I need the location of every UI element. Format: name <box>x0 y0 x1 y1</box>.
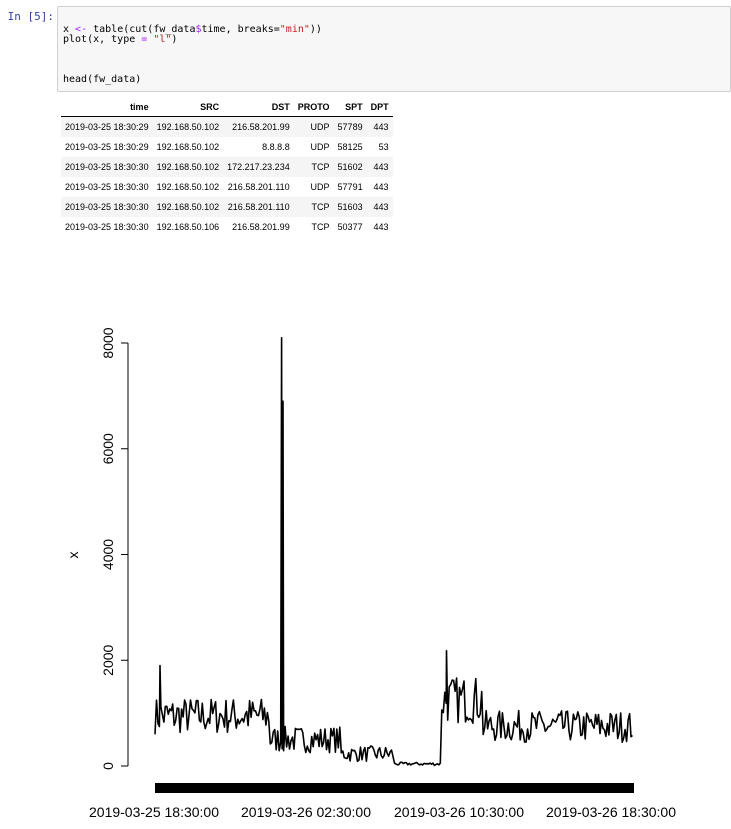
table-cell: UDP <box>310 182 330 192</box>
code-token: head(fw_data) <box>63 74 142 85</box>
table-cell: 192.168.50.102 <box>156 162 220 172</box>
table-row: 2019-03-25 18:30:29 192.168.50.102 216.58.… <box>61 116 393 137</box>
table-cell: 2019-03-25 18:30:30 <box>65 162 149 172</box>
x-tick-label: 2019-03-26 10:30:00 <box>394 804 524 820</box>
series-line <box>154 336 633 767</box>
table-cell: 172.217.23.234 <box>227 162 290 172</box>
table-cell: 8.8.8.8 <box>262 142 290 152</box>
code-cell-input[interactable]: x <- table(cut(fw_data$time, breaks="min… <box>57 6 731 92</box>
table-cell: 2019-03-25 18:30:29 <box>65 142 149 152</box>
code-token: $ <box>195 24 202 35</box>
code-token: )) <box>309 24 322 35</box>
code-line: head(fw_data) <box>63 74 141 85</box>
column-header-dpt: DPT <box>366 97 393 117</box>
table-cell: 192.168.50.102 <box>156 182 220 192</box>
column-header-spt: SPT <box>333 97 367 117</box>
y-tick-label: 2000 <box>100 644 116 675</box>
table-row: 2019-03-25 18:30:30 192.168.50.106 216.58.… <box>61 217 393 237</box>
table-cell: 443 <box>373 202 389 212</box>
table-cell: 192.168.50.102 <box>156 122 220 132</box>
code-line: x <- table(cut(fw_data$time, breaks="min… <box>63 24 322 35</box>
table-cell: 2019-03-25 18:30:29 <box>65 122 149 132</box>
code-token: table(cut(fw_data <box>87 24 196 35</box>
y-tick-label: 8000 <box>100 327 116 358</box>
table-cell: TCP <box>311 202 330 212</box>
column-header-dst: DST <box>223 97 294 117</box>
table-cell: 57791 <box>337 182 363 192</box>
x-tick-label: 2019-03-26 18:30:00 <box>546 804 676 820</box>
table-cell: 216.58.201.99 <box>232 122 290 132</box>
table-cell: 51602 <box>337 162 363 172</box>
table-cell: UDP <box>310 122 330 132</box>
y-tick-label: 6000 <box>100 433 116 464</box>
code-token: x <box>63 24 76 35</box>
table-cell: 53 <box>378 142 389 152</box>
table-cell: 443 <box>373 182 389 192</box>
table-header-row: time SRC DST PROTO SPT DPT <box>61 97 393 117</box>
table-cell: 443 <box>373 162 389 172</box>
y-tick-label: 0 <box>100 762 116 770</box>
table-cell: 57789 <box>337 122 363 132</box>
column-header-src: SRC <box>152 97 224 117</box>
x-tick-label: 2019-03-25 18:30:00 <box>89 804 219 820</box>
table-cell: UDP <box>310 142 330 152</box>
column-header-time: time <box>61 97 153 117</box>
y-axis-label: x <box>65 552 81 559</box>
code-editor[interactable]: x <- table(cut(fw_data$time, breaks="min… <box>63 25 322 85</box>
table-cell: 2019-03-25 18:30:30 <box>65 202 149 212</box>
cell-prompt: In [5]: <box>7 10 54 23</box>
code-token: <- <box>75 24 88 35</box>
table-cell: 2019-03-25 18:30:30 <box>65 182 149 192</box>
table-cell: TCP <box>311 222 330 232</box>
table-cell: 50377 <box>337 222 363 232</box>
column-header-proto: PROTO <box>293 97 334 117</box>
table-cell: TCP <box>311 162 330 172</box>
table-row: 2019-03-25 18:30:29 192.168.50.102 8.8.8.8… <box>61 137 393 157</box>
table-row: 2019-03-25 18:30:30 192.168.50.102 216.58.… <box>61 197 393 217</box>
table-cell: 192.168.50.102 <box>156 142 220 152</box>
table-cell: 216.58.201.99 <box>232 222 290 232</box>
table-row: 2019-03-25 18:30:30 192.168.50.102 216.58.… <box>61 177 393 197</box>
x-tick-label: 2019-03-26 02:30:00 <box>241 804 371 820</box>
code-line: plot(x, type = "l") <box>63 34 177 45</box>
x-axis-tick-band <box>155 783 634 793</box>
table-cell: 443 <box>373 222 389 232</box>
table-cell: 443 <box>373 122 389 132</box>
table-cell: 216.58.201.110 <box>227 202 290 212</box>
code-token: "l" <box>153 34 172 45</box>
table-cell: 192.168.50.106 <box>156 222 220 232</box>
code-token: time, breaks= <box>201 24 280 35</box>
table-cell: 58125 <box>337 142 363 152</box>
table-row: 2019-03-25 18:30:30 192.168.50.102 172.217… <box>61 157 393 177</box>
code-token: "min" <box>279 24 310 35</box>
table-cell: 51603 <box>337 202 363 212</box>
output-table: time SRC DST PROTO SPT DPT 2019-03-25 18:30:2… <box>61 97 393 237</box>
code-token: = <box>141 34 148 45</box>
code-token: ) <box>171 34 178 45</box>
y-tick-label: 4000 <box>100 539 116 570</box>
code-token: plot(x, type <box>63 34 142 45</box>
table-cell: 2019-03-25 18:30:30 <box>65 222 149 232</box>
table-cell: 216.58.201.110 <box>227 182 290 192</box>
table-cell: 192.168.50.102 <box>156 202 220 212</box>
